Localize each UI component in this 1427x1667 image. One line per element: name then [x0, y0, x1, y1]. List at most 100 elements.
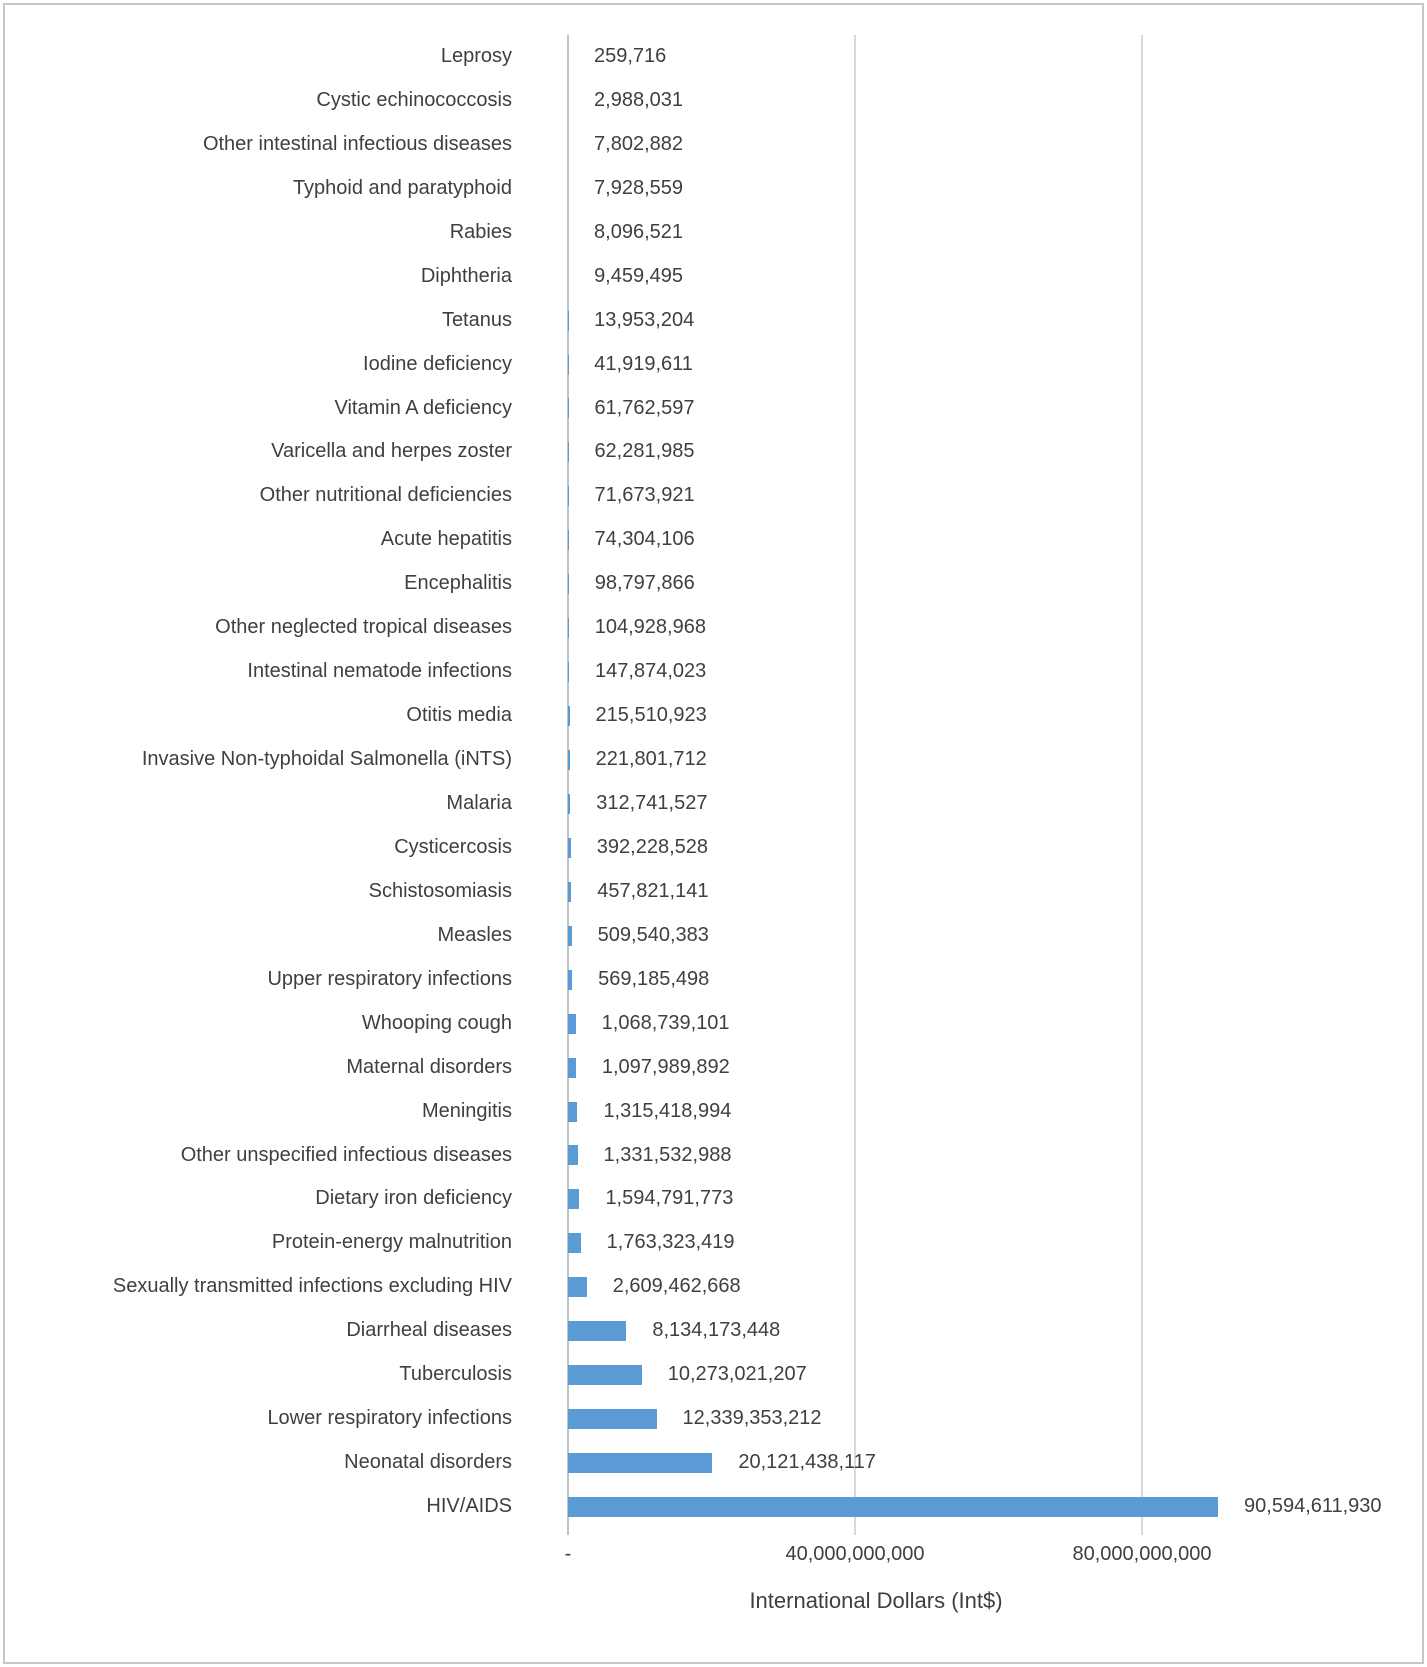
category-label: Varicella and herpes zoster	[271, 440, 512, 463]
category-label: Invasive Non-typhoidal Salmonella (iNTS)	[141, 748, 512, 771]
value-label: 90,594,611,930	[1244, 1495, 1382, 1518]
category-label: Other nutritional deficiencies	[259, 484, 512, 507]
major-gridline	[854, 35, 856, 1535]
bar	[568, 574, 569, 595]
category-label: Rabies	[449, 220, 512, 243]
category-label: Meningitis	[421, 1099, 512, 1122]
category-label: Other intestinal infectious diseases	[202, 132, 512, 155]
value-label: 98,797,866	[594, 572, 695, 595]
bar	[568, 662, 570, 683]
value-label: 147,874,023	[595, 660, 707, 683]
bar	[568, 1365, 642, 1386]
value-label: 10,273,021,207	[667, 1363, 807, 1386]
value-label: 62,281,985	[594, 440, 695, 463]
value-label: 1,331,532,988	[603, 1143, 732, 1166]
value-label: 1,068,739,101	[601, 1011, 730, 1034]
category-label: Vitamin A deficiency	[334, 396, 512, 419]
value-label: 2,988,031	[594, 88, 683, 111]
value-label: 392,228,528	[596, 835, 709, 858]
bar	[568, 486, 569, 507]
x-tick-label: 80,000,000,000	[1072, 1542, 1212, 1565]
x-axis-title: International Dollars (Int$)	[749, 1588, 1003, 1613]
category-label: Iodine deficiency	[363, 352, 512, 375]
category-label: Tetanus	[441, 308, 512, 331]
bar	[568, 793, 571, 814]
bar	[568, 1321, 627, 1342]
value-label: 7,802,882	[594, 132, 684, 155]
value-label: 104,928,968	[594, 616, 706, 639]
category-label: Acute hepatitis	[380, 528, 512, 551]
value-label: 2,609,462,668	[612, 1275, 741, 1298]
bar	[568, 881, 572, 902]
value-label: 457,821,141	[597, 879, 709, 902]
value-label: 7,928,559	[594, 176, 684, 199]
value-label: 20,121,438,117	[738, 1451, 876, 1474]
category-label: Intestinal nematode infections	[247, 660, 512, 683]
bar	[568, 1013, 576, 1034]
category-label: Diarrheal diseases	[346, 1319, 512, 1342]
value-label: 221,801,712	[595, 748, 707, 771]
value-label: 8,096,521	[594, 220, 684, 243]
y-axis-line	[567, 35, 569, 1535]
bar	[568, 1453, 713, 1474]
category-label: Sexually transmitted infections excludin…	[112, 1275, 512, 1298]
value-label: 9,459,495	[594, 264, 684, 287]
bar	[568, 1189, 580, 1210]
category-label: Upper respiratory infections	[267, 967, 512, 990]
x-tick-label: -	[564, 1542, 572, 1565]
bar	[568, 750, 570, 770]
category-label: Other neglected tropical diseases	[215, 616, 512, 639]
category-label: Typhoid and paratyphoid	[292, 176, 512, 199]
value-label: 215,510,923	[595, 704, 707, 727]
value-label: 61,762,597	[594, 396, 695, 419]
category-label: Cysticercosis	[394, 835, 512, 858]
value-label: 74,304,106	[594, 528, 695, 551]
value-label: 41,919,611	[594, 352, 693, 375]
category-label: Leprosy	[440, 45, 512, 67]
category-label: Protein-energy malnutrition	[271, 1231, 512, 1254]
category-label: Schistosomiasis	[368, 879, 512, 902]
bar	[568, 837, 571, 858]
x-tick-label: 40,000,000,000	[785, 1542, 925, 1565]
category-label: Diphtheria	[420, 264, 512, 287]
category-label: Measles	[437, 923, 512, 946]
bar	[568, 530, 569, 551]
category-label: Otitis media	[406, 704, 512, 727]
bar	[568, 706, 570, 727]
value-label: 569,185,498	[598, 967, 710, 990]
bar	[568, 1496, 1219, 1517]
value-label: 12,339,353,212	[682, 1407, 822, 1430]
category-label: Tuberculosis	[399, 1363, 512, 1386]
category-label: Neonatal disorders	[344, 1451, 512, 1474]
category-label: Whooping cough	[361, 1011, 512, 1034]
bar	[568, 1057, 576, 1078]
value-label: 259,716	[594, 45, 667, 67]
value-label: 8,134,173,448	[652, 1319, 781, 1342]
category-label: Other unspecified infectious diseases	[180, 1143, 512, 1166]
category-label: Malaria	[446, 791, 512, 814]
major-gridline	[1141, 35, 1143, 1535]
category-label: Cystic echinococcosis	[316, 88, 512, 111]
value-label: 1,594,791,773	[605, 1187, 734, 1210]
value-label: 312,741,527	[596, 791, 708, 814]
value-label: 1,763,323,419	[606, 1231, 735, 1254]
value-label: 1,315,418,994	[603, 1099, 732, 1122]
bar	[568, 1101, 578, 1122]
category-label: Dietary iron deficiency	[315, 1187, 512, 1210]
bar	[568, 1233, 581, 1254]
bar	[568, 1145, 578, 1166]
bar	[568, 1277, 587, 1298]
value-label: 71,673,921	[594, 484, 695, 507]
bar	[568, 925, 572, 946]
bar	[568, 1409, 657, 1430]
bar	[568, 618, 569, 639]
category-label: HIV/AIDS	[426, 1495, 512, 1518]
category-label: Maternal disorders	[346, 1055, 512, 1078]
bar	[568, 969, 573, 990]
value-label: 1,097,989,892	[601, 1055, 730, 1078]
value-label: 509,540,383	[597, 923, 709, 946]
category-label: Lower respiratory infections	[267, 1407, 512, 1430]
value-label: 13,953,204	[594, 308, 695, 331]
category-label: Encephalitis	[404, 572, 512, 595]
